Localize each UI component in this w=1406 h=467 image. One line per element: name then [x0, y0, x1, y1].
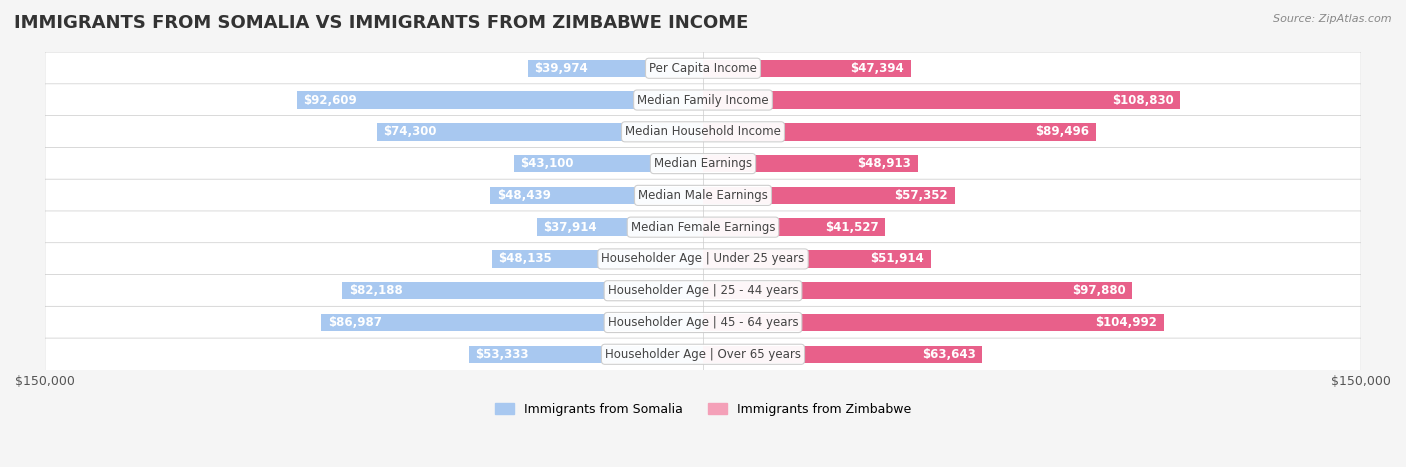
- Text: $48,135: $48,135: [498, 253, 553, 265]
- Legend: Immigrants from Somalia, Immigrants from Zimbabwe: Immigrants from Somalia, Immigrants from…: [491, 398, 915, 421]
- Text: $89,496: $89,496: [1035, 125, 1090, 138]
- FancyBboxPatch shape: [45, 179, 1361, 212]
- Bar: [515, 155, 703, 172]
- Bar: [703, 219, 886, 236]
- Text: $43,100: $43,100: [520, 157, 574, 170]
- Bar: [703, 346, 983, 363]
- Text: Median Male Earnings: Median Male Earnings: [638, 189, 768, 202]
- FancyBboxPatch shape: [45, 275, 1361, 307]
- Text: $74,300: $74,300: [384, 125, 437, 138]
- Bar: [377, 123, 703, 141]
- Text: $97,880: $97,880: [1073, 284, 1126, 297]
- FancyBboxPatch shape: [45, 306, 1361, 339]
- Text: $41,527: $41,527: [825, 221, 879, 234]
- Text: $37,914: $37,914: [543, 221, 598, 234]
- Text: $108,830: $108,830: [1112, 93, 1174, 106]
- Text: $63,643: $63,643: [922, 348, 976, 361]
- FancyBboxPatch shape: [45, 148, 1361, 180]
- Text: $51,914: $51,914: [870, 253, 924, 265]
- FancyBboxPatch shape: [45, 211, 1361, 243]
- Text: $53,333: $53,333: [475, 348, 529, 361]
- Bar: [537, 219, 703, 236]
- Bar: [703, 187, 955, 204]
- Text: $39,974: $39,974: [534, 62, 588, 75]
- FancyBboxPatch shape: [45, 243, 1361, 275]
- Bar: [703, 314, 1164, 331]
- Text: $86,987: $86,987: [328, 316, 382, 329]
- Bar: [491, 187, 703, 204]
- Text: Householder Age | Over 65 years: Householder Age | Over 65 years: [605, 348, 801, 361]
- Text: Source: ZipAtlas.com: Source: ZipAtlas.com: [1274, 14, 1392, 24]
- Text: $92,609: $92,609: [304, 93, 357, 106]
- Text: Median Earnings: Median Earnings: [654, 157, 752, 170]
- Text: Median Female Earnings: Median Female Earnings: [631, 221, 775, 234]
- Text: Per Capita Income: Per Capita Income: [650, 62, 756, 75]
- FancyBboxPatch shape: [45, 116, 1361, 148]
- Bar: [527, 59, 703, 77]
- Bar: [703, 282, 1132, 299]
- Bar: [703, 250, 931, 268]
- Bar: [297, 91, 703, 109]
- Text: Median Family Income: Median Family Income: [637, 93, 769, 106]
- Text: IMMIGRANTS FROM SOMALIA VS IMMIGRANTS FROM ZIMBABWE INCOME: IMMIGRANTS FROM SOMALIA VS IMMIGRANTS FR…: [14, 14, 748, 32]
- Text: $57,352: $57,352: [894, 189, 948, 202]
- Bar: [703, 123, 1095, 141]
- FancyBboxPatch shape: [45, 338, 1361, 370]
- Text: Householder Age | 25 - 44 years: Householder Age | 25 - 44 years: [607, 284, 799, 297]
- Bar: [703, 155, 918, 172]
- Text: Householder Age | Under 25 years: Householder Age | Under 25 years: [602, 253, 804, 265]
- Text: $48,913: $48,913: [858, 157, 911, 170]
- Text: Median Household Income: Median Household Income: [626, 125, 780, 138]
- Bar: [703, 91, 1181, 109]
- Bar: [492, 250, 703, 268]
- FancyBboxPatch shape: [45, 84, 1361, 116]
- FancyBboxPatch shape: [45, 52, 1361, 85]
- Text: $48,439: $48,439: [498, 189, 551, 202]
- Bar: [470, 346, 703, 363]
- Bar: [343, 282, 703, 299]
- Text: $82,188: $82,188: [349, 284, 402, 297]
- Bar: [322, 314, 703, 331]
- Text: $47,394: $47,394: [851, 62, 904, 75]
- Text: Householder Age | 45 - 64 years: Householder Age | 45 - 64 years: [607, 316, 799, 329]
- Bar: [703, 59, 911, 77]
- Text: $104,992: $104,992: [1095, 316, 1157, 329]
